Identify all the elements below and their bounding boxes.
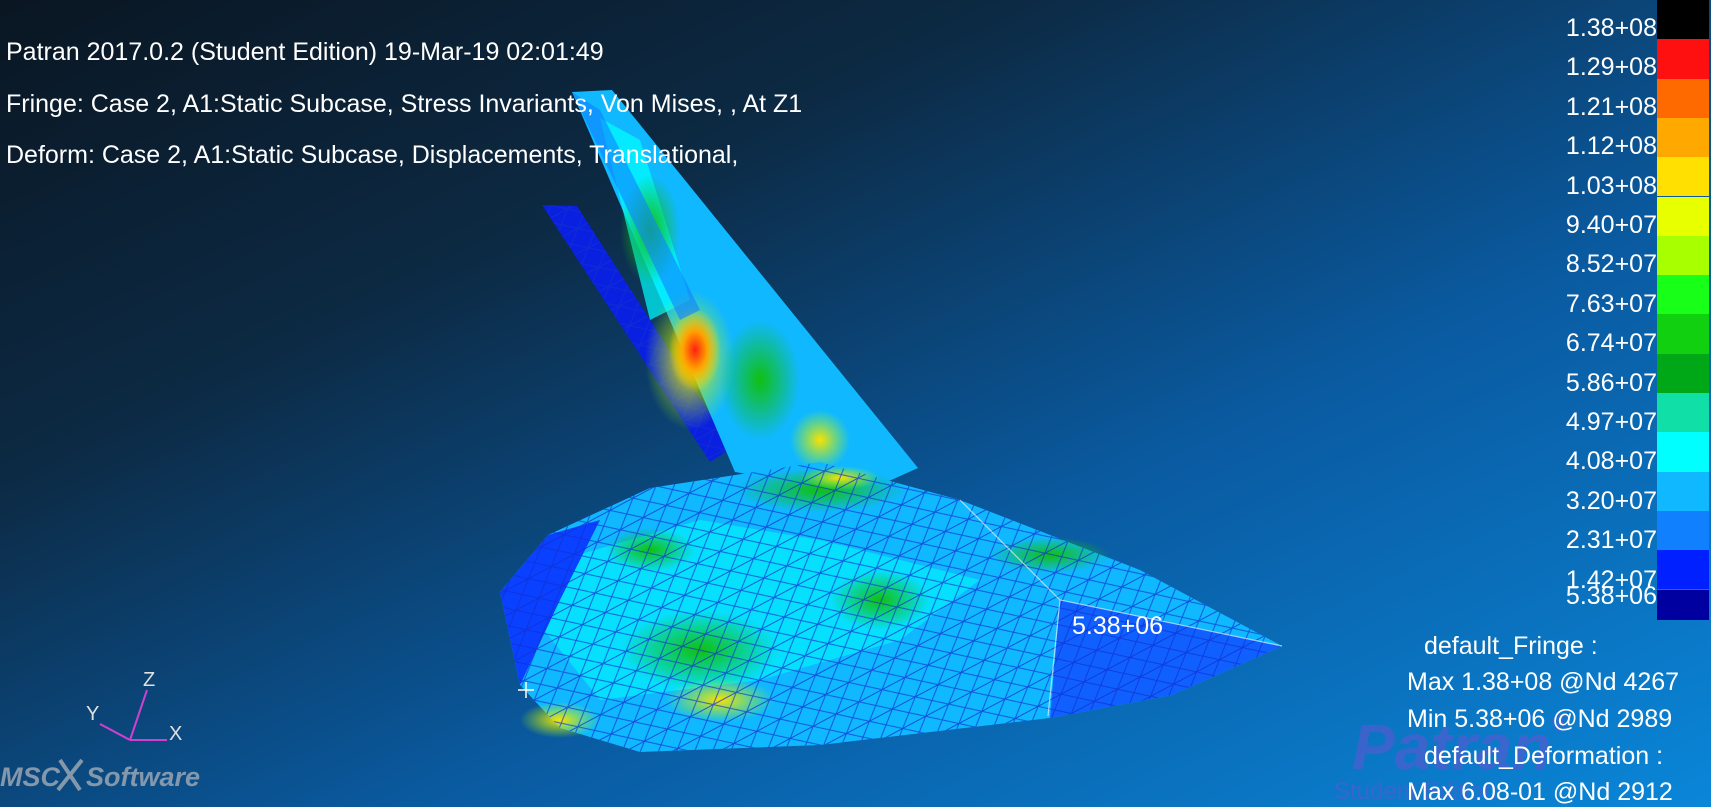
legend-swatch: [1657, 39, 1709, 79]
legend-label: 5.86+07: [1565, 368, 1657, 397]
legend-swatch: [1657, 353, 1709, 393]
legend-label: 4.97+07: [1565, 408, 1657, 436]
legend-label: 1.29+08: [1565, 53, 1657, 82]
svg-text:MSC: MSC: [0, 762, 61, 792]
legend-label: 6.74+07: [1565, 329, 1657, 358]
fea-model[interactable]: 5.38+06: [500, 90, 1283, 752]
legend-swatch: [1657, 550, 1709, 590]
legend-label: 9.40+07: [1565, 211, 1657, 239]
legend-label: 2.31+07: [1565, 526, 1657, 555]
patran-edition-logo: Student Edition: [1334, 778, 1497, 805]
legend-label: 1.21+08: [1565, 92, 1657, 121]
crosshair-icon: [518, 682, 534, 698]
model-min-annotation: 5.38+06: [1072, 612, 1163, 640]
msc-software-logo: MSC Software: [0, 758, 200, 792]
legend-label: 7.63+07: [1565, 289, 1657, 318]
legend-label: 5.38+06: [1565, 582, 1657, 610]
legend-label: 3.20+07: [1565, 486, 1657, 515]
triad-x-label: X: [169, 723, 182, 745]
triad-z-label: Z: [143, 669, 155, 691]
fringe-stats-title: default_Fringe :: [1424, 632, 1598, 660]
legend-swatch: [1657, 314, 1709, 354]
legend-label: 1.03+08: [1565, 171, 1657, 200]
svg-text:Software: Software: [86, 762, 200, 792]
legend-swatch: [1657, 157, 1709, 197]
deform-max: Max 6.08-01 @Nd 2912: [1407, 778, 1673, 806]
fringe-max: Max 1.38+08 @Nd 4267: [1407, 668, 1680, 696]
legend-swatch: [1657, 0, 1709, 40]
triad-y-label: Y: [86, 703, 99, 725]
deform-stats-title: default_Deformation :: [1424, 742, 1664, 770]
title-line: Patran 2017.0.2 (Student Edition) 19-Mar…: [6, 38, 604, 66]
legend-swatch: [1657, 510, 1709, 551]
patran-logo: Patran®: [1352, 710, 1569, 783]
fringe-line: Fringe: Case 2, A1:Static Subcase, Stres…: [6, 90, 803, 118]
legend-swatch: [1657, 471, 1709, 511]
legend-swatch: [1657, 589, 1709, 620]
deform-line: Deform: Case 2, A1:Static Subcase, Displ…: [6, 141, 739, 169]
legend-swatch: [1657, 235, 1709, 276]
legend-swatch: [1657, 393, 1709, 433]
legend-swatch: [1657, 275, 1709, 315]
legend-label: 8.52+07: [1565, 250, 1657, 279]
legend-label: 1.12+08: [1565, 132, 1657, 161]
legend-label: 4.08+07: [1565, 447, 1657, 476]
legend-swatch: [1657, 196, 1709, 236]
legend-swatch: [1657, 117, 1709, 158]
fringe-min: Min 5.38+06 @Nd 2989: [1407, 705, 1673, 733]
legend-label: 1.38+08: [1565, 14, 1657, 42]
axis-triad: X Z Y: [86, 669, 182, 745]
legend-swatch: [1657, 432, 1709, 472]
legend-swatch: [1657, 78, 1709, 118]
legend-label: 1.42+07: [1565, 565, 1657, 594]
